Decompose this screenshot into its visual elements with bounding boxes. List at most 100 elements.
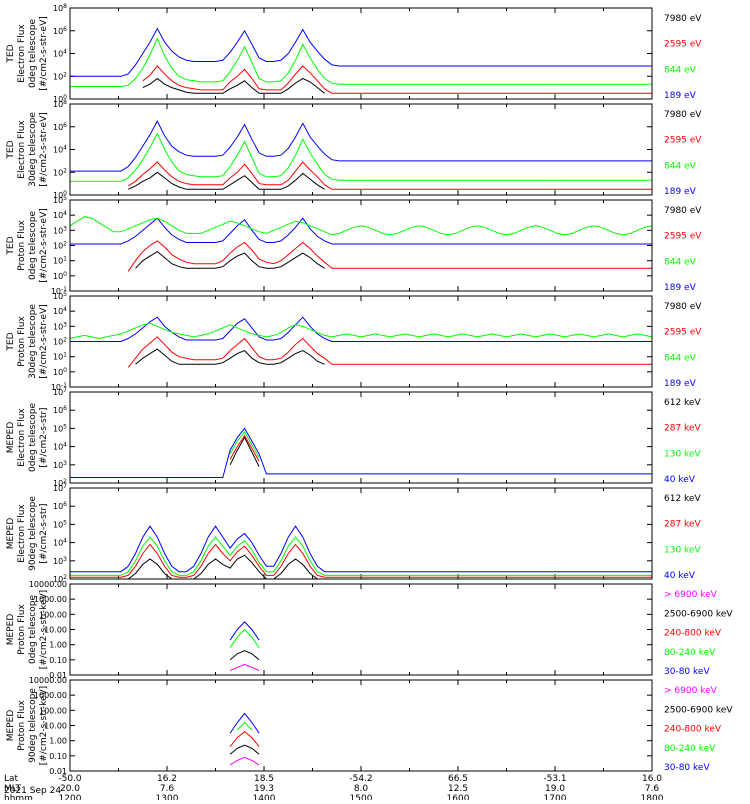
legend-label: 7980 eV (664, 14, 702, 24)
panel-4: 10-1 100 101 102 103 104 105 TED Proton Flux 30de… (6, 291, 702, 392)
x-tick-label: 18.5 (254, 774, 274, 784)
y-tick-label: 106 (53, 405, 67, 415)
y-tick-label: 102 (53, 71, 67, 81)
y-tick-label: 1000.00 (34, 691, 67, 700)
panel-frame (69, 679, 653, 772)
y-tick-label: 1000.00 (34, 595, 67, 604)
legend-label: 2595 eV (664, 328, 702, 338)
legend-label: 30-80 keV (664, 763, 710, 773)
y-tick-label: 100 (53, 190, 67, 200)
x-tick-label: 7.6 (160, 784, 175, 794)
legend-label: > 6900 keV (664, 590, 718, 600)
legend-label: 2500-6900 keV (664, 609, 733, 619)
series-line (70, 37, 652, 87)
y-axis-label: Proton Flux (17, 220, 27, 271)
series-line (70, 536, 652, 576)
y-axis-label: TED (6, 140, 16, 159)
series-line (70, 27, 652, 77)
panel-frame (69, 7, 653, 100)
y-tick-label: 1.00 (49, 737, 67, 746)
legend-label: 80-240 keV (664, 648, 716, 658)
series-line (70, 316, 652, 342)
y-tick-label: 105 (53, 519, 67, 529)
series-line (229, 663, 260, 671)
panel-frame (69, 583, 653, 676)
legend-label: 7980 eV (664, 302, 702, 312)
panel-1: 100 102 104 106 108 TED Electron Flux 0deg tele… (6, 3, 702, 104)
y-tick-label: 108 (53, 3, 67, 13)
x-tick-label: 66.5 (448, 774, 468, 784)
y-axis-label: [#/cm2-s-str-keV] (39, 590, 49, 669)
x-tick-label: 7.6 (645, 784, 660, 794)
y-axis-label: TED (6, 44, 16, 63)
x-tick-label: 1200 (59, 794, 82, 800)
y-axis-label: MEPED (6, 710, 16, 742)
series-line (70, 543, 652, 578)
y-tick-label: 102 (53, 241, 67, 251)
y-axis-label: 30deg telescope (28, 304, 38, 379)
x-axis-row-label: MLT (4, 784, 22, 794)
y-axis-label: 0deg telescope (28, 19, 38, 89)
y-axis-label: [#/cm2-s-str-eV] (39, 16, 49, 91)
series-line (229, 436, 260, 467)
panel-frame (69, 103, 653, 196)
y-axis-label: 0deg telescope (28, 403, 38, 473)
y-tick-label: 100 (53, 94, 67, 104)
series-line (127, 171, 325, 190)
series-line (229, 712, 260, 734)
series-line (127, 240, 652, 272)
y-axis-label: [#/cm2-s-str-eV] (39, 112, 49, 187)
y-tick-label: 0.01 (49, 767, 67, 776)
series-line (229, 744, 260, 755)
y-tick-label: 108 (53, 99, 67, 109)
x-tick-label: 8.0 (354, 784, 369, 794)
legend-label: 30-80 keV (664, 667, 710, 677)
x-tick-label: 1300 (156, 794, 179, 800)
y-tick-label: 100.00 (39, 706, 67, 715)
y-axis-label: Proton Flux (17, 316, 27, 367)
legend-label: 130 keV (664, 545, 701, 555)
y-tick-label: 10000.00 (29, 676, 67, 685)
panel-6: 102 103 104 105 106 107 MEPED Electron Flux 90de… (6, 483, 701, 584)
legend-label: 612 keV (664, 398, 701, 408)
y-tick-label: 10-1 (51, 382, 67, 392)
y-tick-label: 0.01 (49, 671, 67, 680)
legend-label: 80-240 keV (664, 744, 716, 754)
legend-label: 2595 eV (664, 40, 702, 50)
x-axis-row-label: hhmm (4, 794, 33, 800)
series-line (142, 77, 325, 94)
x-tick-label: 20.0 (60, 784, 80, 794)
y-tick-label: 105 (53, 291, 67, 301)
series-line (236, 721, 253, 731)
panel-frame (69, 295, 653, 388)
y-tick-label: 107 (53, 387, 67, 397)
y-axis-label: [#/cm2-s-str-keV] (39, 686, 49, 765)
legend-label: 287 keV (664, 520, 701, 530)
y-axis-label: 0deg telescope (28, 211, 38, 281)
panel-frame (69, 487, 653, 580)
y-tick-label: 10.00 (44, 722, 67, 731)
x-tick-label: 1400 (253, 794, 276, 800)
legend-label: 189 eV (664, 187, 697, 197)
legend-label: 7980 eV (664, 110, 702, 120)
y-tick-label: 104 (53, 210, 67, 220)
y-tick-label: 101 (53, 256, 67, 266)
y-tick-label: 105 (53, 423, 67, 433)
y-tick-label: 106 (53, 501, 67, 511)
series-line (229, 730, 260, 748)
legend-label: 844 eV (664, 65, 697, 75)
y-axis-label: [#/cm2-s-str-eV] (39, 304, 49, 379)
series-line (142, 65, 652, 94)
y-tick-label: 10-1 (51, 286, 67, 296)
y-axis-label: Electron Flux (17, 408, 27, 467)
x-tick-label: 1500 (350, 794, 373, 800)
series-line (69, 322, 653, 340)
series-line (135, 250, 325, 269)
y-tick-label: 103 (53, 225, 67, 235)
series-line (229, 434, 260, 462)
series-line (229, 628, 260, 648)
legend-label: 189 eV (664, 283, 697, 293)
y-tick-label: 107 (53, 483, 67, 493)
y-tick-label: 0.10 (49, 656, 67, 665)
